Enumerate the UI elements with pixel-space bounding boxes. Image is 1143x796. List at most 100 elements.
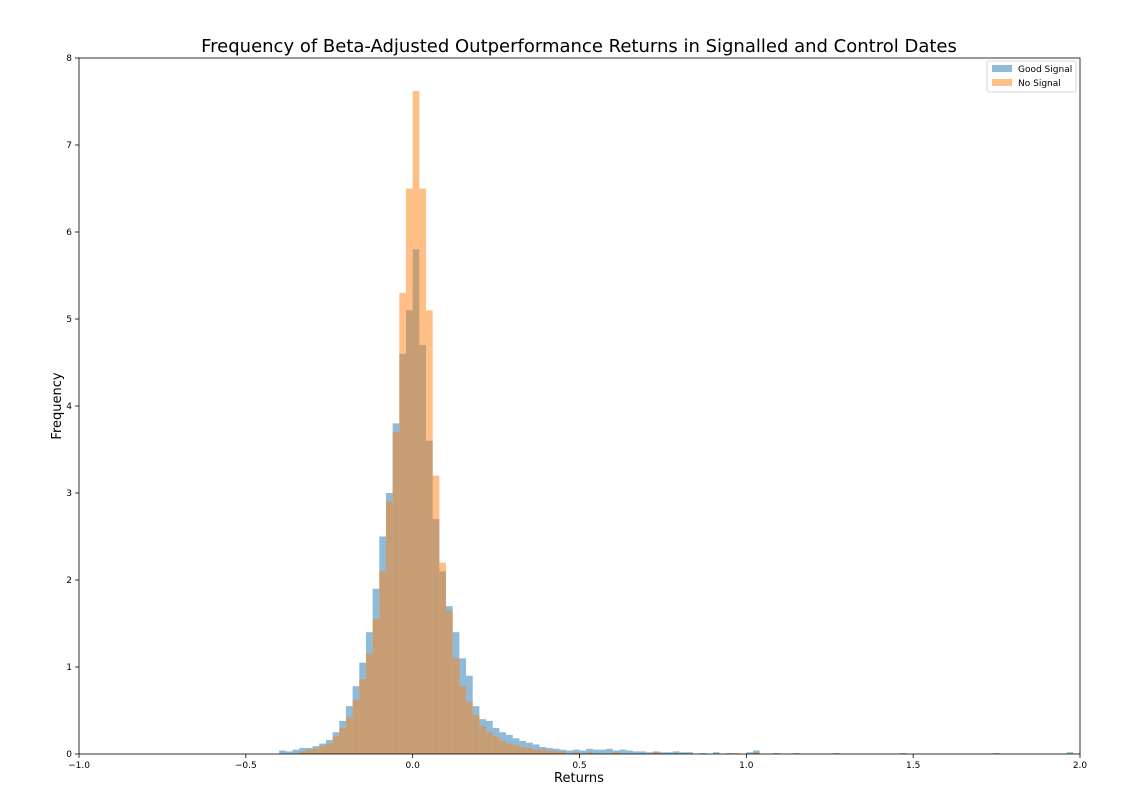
- histogram-bar: [666, 752, 673, 754]
- histogram-bar: [359, 679, 366, 754]
- histogram-bar: [572, 752, 580, 754]
- histogram-bar: [426, 310, 433, 754]
- y-tick-label: 6: [66, 228, 72, 238]
- histogram-bar: [599, 749, 607, 754]
- histogram-bar: [519, 747, 527, 754]
- histogram-bar: [539, 749, 547, 754]
- histogram-bar: [606, 748, 613, 754]
- y-tick-label: 0: [66, 750, 72, 760]
- x-tick-label: 0.0: [406, 761, 421, 771]
- histogram-bar: [732, 753, 740, 754]
- histogram-bar: [626, 750, 633, 754]
- histogram-bar: [332, 736, 340, 754]
- histogram-bar: [726, 753, 733, 754]
- histogram-bar: [305, 749, 313, 754]
- y-tick-label: 1: [66, 663, 72, 673]
- histogram-bar: [486, 732, 493, 754]
- histogram-bar: [325, 743, 333, 754]
- histogram-bar: [432, 475, 440, 754]
- histogram-bar: [679, 752, 687, 754]
- y-tick-label: 3: [66, 489, 72, 499]
- histogram-bar: [639, 751, 647, 754]
- legend-label-no-signal: No Signal: [1018, 79, 1061, 89]
- histogram-bar: [466, 701, 473, 754]
- histogram-bar: [612, 752, 620, 754]
- y-tick-label: 5: [66, 315, 72, 325]
- histogram-bar: [345, 717, 353, 754]
- histogram-bar: [512, 745, 520, 754]
- histogram-bar: [319, 746, 326, 754]
- histogram-bar: [586, 752, 593, 754]
- histogram-bar: [399, 292, 406, 754]
- histogram-bar: [686, 752, 693, 754]
- x-tick-label: 0.5: [572, 761, 586, 771]
- histogram-bar: [566, 750, 573, 754]
- x-tick-label: 1.5: [906, 761, 920, 771]
- histogram-bar: [532, 749, 540, 754]
- histogram-bar: [753, 752, 760, 754]
- y-tick-label: 2: [66, 576, 72, 586]
- histogram-bar: [365, 653, 373, 754]
- histogram-bar: [446, 610, 453, 754]
- histogram-bar: [526, 747, 533, 754]
- histogram-bar: [899, 753, 907, 754]
- y-axis-label: Frequency: [50, 372, 65, 439]
- y-tick-label: 4: [66, 402, 72, 412]
- histogram-bar: [392, 432, 400, 754]
- histogram-bar: [352, 700, 360, 754]
- histogram-bar: [285, 751, 293, 754]
- histogram-bar: [499, 740, 507, 754]
- histogram-bar: [299, 747, 306, 754]
- histogram-bar: [412, 91, 420, 754]
- histogram-bar: [492, 736, 500, 754]
- histogram-bar: [546, 750, 553, 754]
- histogram-bar: [632, 751, 640, 754]
- histogram-bar: [579, 750, 587, 754]
- histogram-bar: [452, 658, 460, 754]
- x-tick-label: 1.0: [739, 761, 754, 771]
- legend: Good Signal No Signal: [986, 60, 1077, 93]
- histogram-bar: [646, 752, 653, 754]
- histogram-bar: [372, 619, 380, 754]
- histogram-bar: [439, 562, 447, 754]
- histogram-bar: [532, 744, 540, 754]
- histogram-bar: [279, 750, 286, 754]
- histogram-bar: [592, 749, 600, 754]
- histogram-bar: [385, 501, 393, 754]
- histogram-bar: [472, 714, 480, 754]
- histogram-bar: [459, 686, 467, 754]
- legend-swatch-no-signal: [992, 79, 1012, 86]
- histogram-bar: [699, 753, 707, 754]
- histogram-bar: [405, 188, 413, 754]
- series-1-bars: [299, 91, 760, 754]
- histogram-bar: [292, 749, 300, 754]
- x-tick-label: −1.0: [68, 761, 90, 771]
- x-axis-ticks: −1.0 −0.5 0.0 0.5 1.0 1.5 2.0: [68, 754, 1087, 771]
- histogram-bars: [279, 91, 1074, 754]
- histogram-bar: [659, 752, 667, 754]
- histogram-bar: [299, 751, 306, 754]
- histogram-bar: [312, 748, 320, 754]
- y-tick-label: 8: [66, 54, 72, 64]
- histogram-bar: [672, 751, 680, 754]
- histogram-bar: [559, 751, 567, 754]
- histogram-bar: [506, 743, 513, 754]
- x-tick-label: −0.5: [235, 761, 257, 771]
- histogram-bar: [712, 752, 720, 754]
- x-axis-label: Returns: [554, 771, 604, 786]
- histogram-bar: [833, 753, 840, 754]
- histogram-bar: [793, 753, 800, 754]
- y-axis-ticks: 0 1 2 3 4 5 6 7 8: [66, 54, 79, 760]
- histogram-bar: [572, 749, 580, 754]
- histogram-bar: [586, 748, 593, 754]
- histogram-bar: [339, 727, 346, 754]
- histogram-bar: [652, 752, 660, 754]
- chart-title: Frequency of Beta-Adjusted Outperformanc…: [201, 36, 957, 57]
- histogram-bar: [419, 188, 427, 754]
- legend-swatch-good-signal: [992, 65, 1012, 72]
- histogram-bar: [1066, 752, 1074, 754]
- histogram-bar: [746, 752, 753, 754]
- histogram-bar: [552, 751, 560, 754]
